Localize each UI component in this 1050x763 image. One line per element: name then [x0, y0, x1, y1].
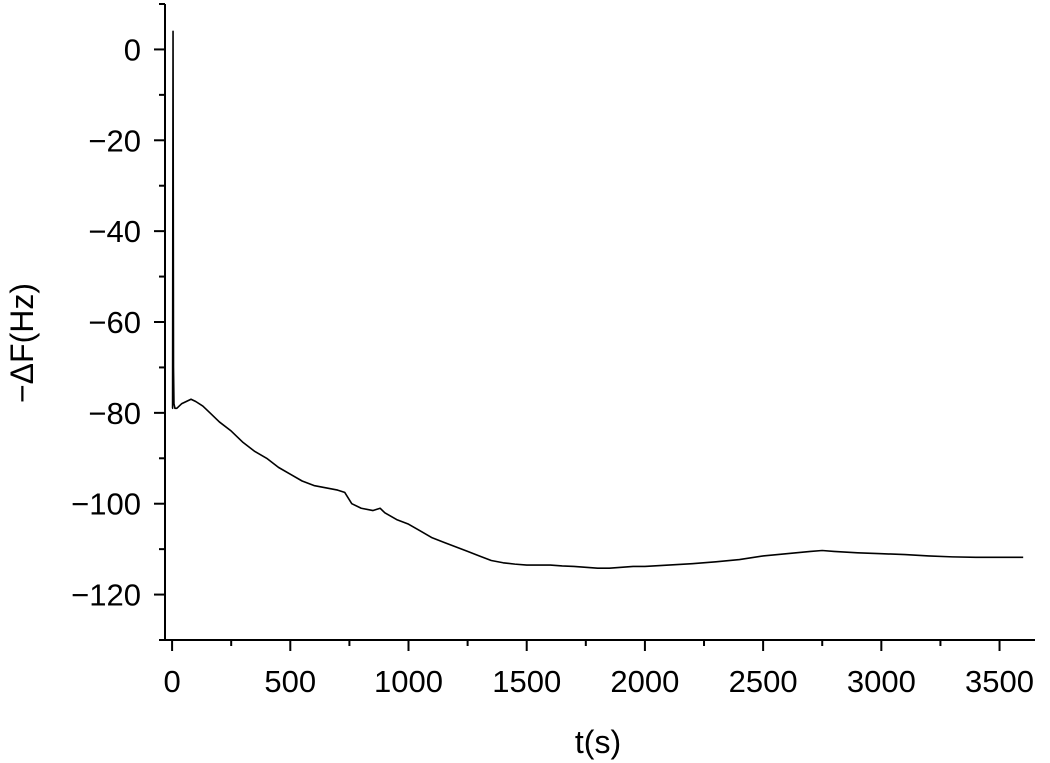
y-tick-label: −100 — [71, 487, 141, 522]
x-axis-title: t(s) — [575, 724, 621, 760]
x-tick-label: 500 — [264, 664, 316, 699]
series — [171, 30, 1024, 570]
y-tick-label: −60 — [88, 305, 141, 340]
axes — [164, 4, 1035, 641]
y-axis-title: −ΔF(Hz) — [4, 283, 40, 403]
y-tick-label: −80 — [88, 396, 141, 431]
y-tick-label: 0 — [124, 32, 141, 67]
x-tick-label: 1000 — [374, 664, 443, 699]
x-tick-label: 2000 — [610, 664, 679, 699]
x-tick-label: 3000 — [847, 664, 916, 699]
y-tick-label: −120 — [71, 578, 141, 613]
x-tick-label: 3500 — [965, 664, 1034, 699]
x-tick-label: 1500 — [492, 664, 561, 699]
ticks: 0 500 1000 1500 2000 2500 3000 3500 0 −20 −40 −60 −8… — [71, 3, 1034, 699]
series-line-0 — [171, 30, 1024, 570]
x-tick-label: 2500 — [729, 664, 798, 699]
y-tick-label: −40 — [88, 214, 141, 249]
x-tick-label: 0 — [163, 664, 180, 699]
y-tick-label: −20 — [88, 123, 141, 158]
